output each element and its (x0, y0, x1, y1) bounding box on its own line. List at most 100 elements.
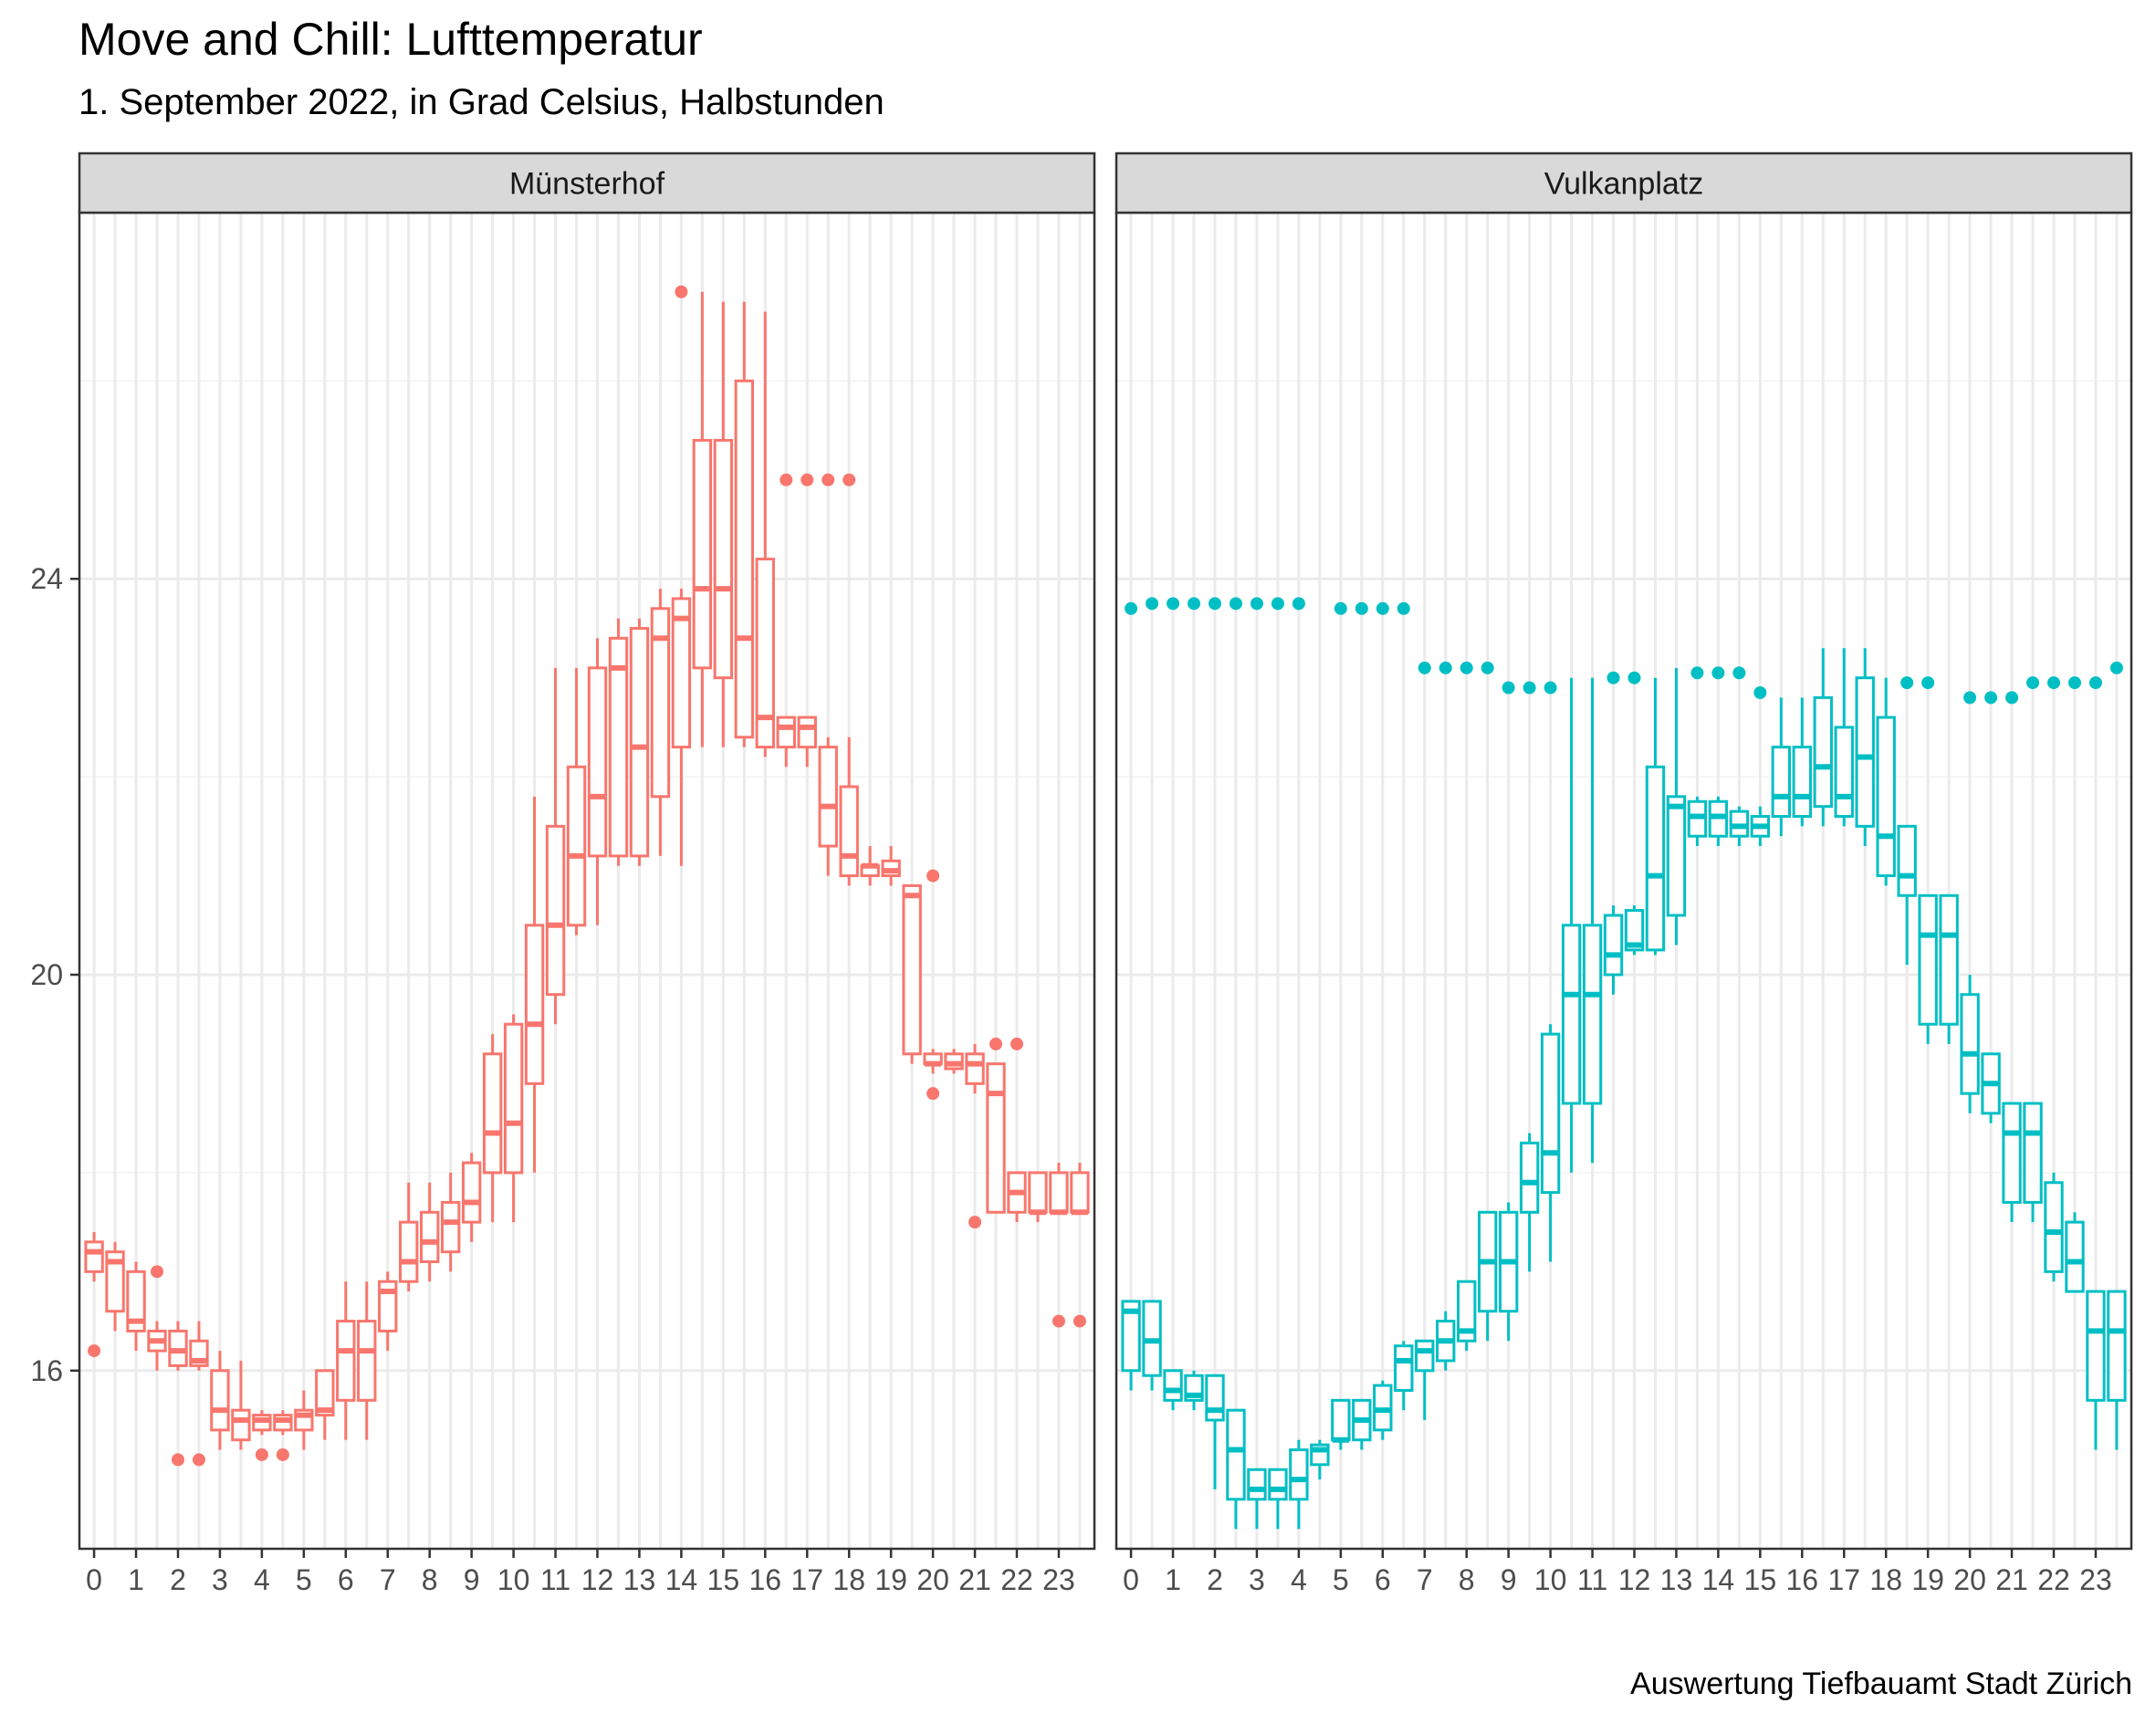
outlier-point (822, 473, 835, 486)
box-9.5 (482, 1034, 503, 1223)
box-iqr (440, 1200, 461, 1254)
x-tick-label: 10 (1534, 1563, 1567, 1596)
facet-strip (78, 152, 1096, 214)
box-14 (1708, 666, 1729, 847)
box-iqr (1070, 1171, 1090, 1214)
box-iqr (1582, 924, 1603, 1105)
outlier-point (1208, 597, 1221, 611)
outlier-point (801, 473, 814, 486)
box-10.5 (1561, 677, 1582, 1173)
outlier-point (1073, 1314, 1086, 1328)
outlier-point (926, 1087, 940, 1101)
box-0 (84, 1231, 104, 1358)
box-8.5 (440, 1172, 461, 1272)
box-iqr (1939, 893, 1959, 1026)
box-iqr (84, 1240, 104, 1273)
box-7 (378, 1271, 398, 1352)
box-16.5 (1813, 648, 1833, 827)
box-iqr (1561, 924, 1582, 1105)
box-iqr (231, 1408, 251, 1442)
x-tick-label: 17 (1827, 1563, 1860, 1596)
box-iqr (713, 438, 734, 680)
box-15.5 (734, 301, 755, 747)
box-iqr (1394, 1344, 1414, 1392)
outlier-point (1146, 597, 1159, 611)
outlier-point (926, 869, 940, 883)
box-21 (965, 1043, 985, 1229)
box-7.5 (399, 1182, 419, 1292)
box-iqr (126, 1269, 146, 1332)
outlier-point (675, 285, 688, 298)
box-15 (1750, 685, 1771, 847)
x-tick-label: 17 (790, 1563, 823, 1596)
box-1 (1163, 597, 1183, 1411)
box-19.5 (902, 883, 922, 1064)
box-17 (797, 473, 817, 768)
box-12 (587, 638, 608, 925)
x-tick-label: 5 (296, 1563, 312, 1596)
box-6.5 (1394, 601, 1414, 1411)
box-iqr (650, 607, 671, 799)
box-23 (2086, 676, 2106, 1450)
box-iqr (1205, 1374, 1225, 1422)
box-3 (1247, 597, 1267, 1530)
box-9 (1498, 681, 1519, 1342)
box-iqr (1645, 765, 1666, 952)
box-23 (1049, 1163, 1069, 1328)
x-tick-label: 11 (1577, 1563, 1607, 1596)
box-14.5 (692, 291, 713, 747)
outlier-point (1627, 671, 1641, 684)
box-iqr (734, 379, 755, 739)
box-iqr (1855, 676, 1875, 828)
box-10 (1540, 681, 1561, 1262)
box-iqr (755, 558, 775, 749)
outlier-point (1229, 597, 1242, 611)
outlier-point (1460, 661, 1473, 674)
outlier-point (2109, 661, 2123, 674)
x-tick-label: 12 (581, 1563, 614, 1596)
box-iqr (357, 1320, 377, 1402)
outlier-point (1334, 601, 1347, 615)
x-tick-label: 9 (464, 1563, 480, 1596)
facet-strip-label: Münsterhof (509, 167, 665, 202)
box-iqr (482, 1052, 503, 1175)
box-iqr (2044, 1181, 2064, 1273)
box-iqr (1876, 716, 1896, 878)
box-iqr (419, 1210, 440, 1264)
box-9 (461, 1153, 482, 1242)
x-tick-label: 15 (1744, 1563, 1777, 1596)
box-iqr (1897, 824, 1917, 897)
box-iqr (1603, 914, 1624, 977)
box-17.5 (818, 473, 838, 876)
outlier-point (2046, 676, 2060, 690)
outlier-point (1481, 661, 1494, 674)
x-tick-label: 21 (958, 1563, 991, 1596)
box-16 (1792, 697, 1812, 827)
box-iqr (1415, 1339, 1435, 1373)
box-6.5 (357, 1281, 377, 1440)
box-19 (881, 846, 901, 886)
box-7.5 (1436, 661, 1456, 1371)
box-11.5 (1603, 671, 1624, 995)
box-iqr (1163, 1369, 1183, 1402)
panel-background (79, 213, 1094, 1549)
box-13 (629, 618, 650, 866)
outlier-point (151, 1265, 164, 1279)
x-tick-label: 0 (1123, 1563, 1139, 1596)
box-iqr (2107, 1290, 2127, 1402)
x-tick-label: 14 (1702, 1563, 1735, 1596)
outlier-point (1167, 597, 1180, 611)
x-tick-label: 8 (1459, 1563, 1475, 1596)
box-14.5 (1729, 666, 1750, 847)
outlier-point (1397, 601, 1410, 615)
box-20.5 (944, 1049, 964, 1074)
box-iqr (524, 924, 545, 1085)
box-19.5 (1939, 893, 1959, 1044)
box-iqr (1666, 795, 1687, 917)
box-iqr (1121, 1300, 1141, 1373)
x-tick-label: 20 (916, 1563, 949, 1596)
y-tick-label: 24 (30, 562, 63, 595)
box-11 (1582, 677, 1603, 1164)
